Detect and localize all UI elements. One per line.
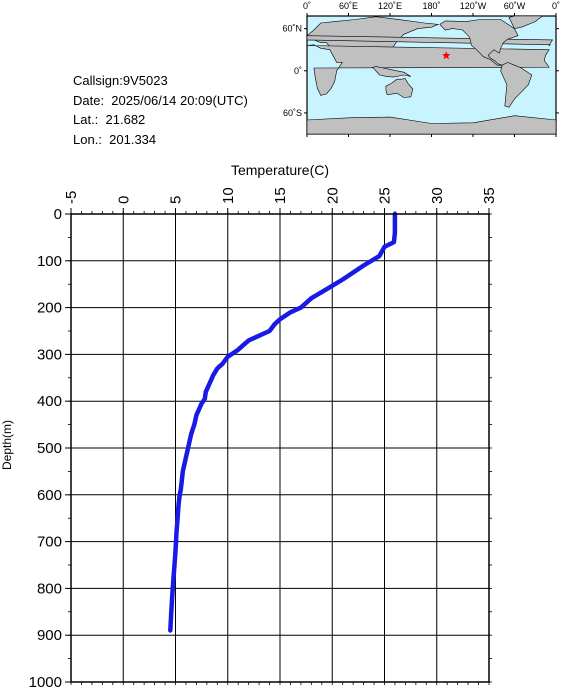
x-tick-label: 20	[324, 187, 341, 204]
y-tick-label: 500	[37, 440, 62, 457]
y-tick-label: 400	[37, 393, 62, 410]
x-tick-label: 30	[429, 187, 446, 204]
y-tick-label: 100	[37, 253, 62, 270]
map-longitude-labels: 0˚ 60˚E 120˚E 180˚ 120˚W 60˚W 0˚	[303, 1, 560, 11]
x-axis-title: Temperature(C)	[231, 162, 329, 178]
map-lat-label: 60˚N	[282, 24, 302, 34]
x-tick-label: 10	[220, 187, 237, 204]
x-tick-label: 15	[272, 187, 289, 204]
x-tick-labels: -5 0 5 10 15 20 25 30 35	[63, 187, 498, 204]
x-tick-label: -5	[63, 191, 80, 204]
y-tick-label: 1000	[29, 674, 62, 690]
y-tick-label: 800	[37, 580, 62, 597]
station-marker	[442, 51, 451, 60]
y-tick-label: 300	[37, 346, 62, 363]
x-tick-label: 25	[377, 187, 394, 204]
longitude-text: Lon.: 201.334	[73, 132, 157, 148]
map-lon-label: 60˚W	[504, 1, 526, 11]
map-ticks	[304, 13, 559, 137]
temperature-line	[168, 211, 398, 633]
australia-landmass	[385, 78, 414, 98]
location-map: 0˚ 60˚E 120˚E 180˚ 120˚W 60˚W 0˚ 60˚N 0˚ 60˚S	[282, 1, 560, 137]
y-tick-label: 200	[37, 300, 62, 317]
x-tick-label: 35	[481, 187, 498, 204]
y-tick-label: 0	[54, 206, 62, 223]
map-lon-label: 120˚E	[378, 1, 402, 11]
y-tick-label: 900	[37, 627, 62, 644]
y-tick-label: 600	[37, 487, 62, 504]
station-info: Callsign:9V5023 Date: 2025/06/14 20:09(U…	[73, 71, 248, 150]
y-tick-label: 700	[37, 534, 62, 551]
latitude-text: Lat.: 21.682	[73, 112, 146, 128]
map-lon-label: 0˚	[552, 1, 560, 11]
map-lat-label: 0˚	[294, 66, 302, 76]
map-landmasses	[306, 15, 557, 135]
indonesia-landmass	[372, 66, 411, 78]
y-axis-title: Depth(m)	[0, 420, 14, 470]
map-lat-label: 60˚S	[283, 108, 302, 118]
callsign-text: Callsign:9V5023	[73, 73, 168, 88]
x-tick-label: 0	[115, 196, 132, 204]
station-star-icon	[442, 51, 451, 60]
plot-frame	[70, 213, 490, 683]
date-text: Date: 2025/06/14 20:09(UTC)	[73, 92, 248, 108]
map-lon-label: 120˚W	[460, 1, 487, 11]
x-tick-label: 5	[168, 196, 185, 204]
map-lon-label: 0˚	[303, 1, 311, 11]
south-america-landmass	[500, 62, 533, 108]
map-lon-label: 180˚	[422, 1, 440, 11]
temperature-profile-chart: -5 0 5 10 15 20 25 30 35 01002003004005006007008…	[0, 162, 498, 690]
map-latitude-labels: 60˚N 0˚ 60˚S	[282, 24, 302, 118]
greenland-landmass	[508, 15, 544, 29]
north-america-landmass	[439, 19, 519, 66]
map-lon-label: 60˚E	[339, 1, 358, 11]
y-tick-labels: 0 100 200 300 400 500 600 700 800 900 1000	[29, 206, 62, 690]
